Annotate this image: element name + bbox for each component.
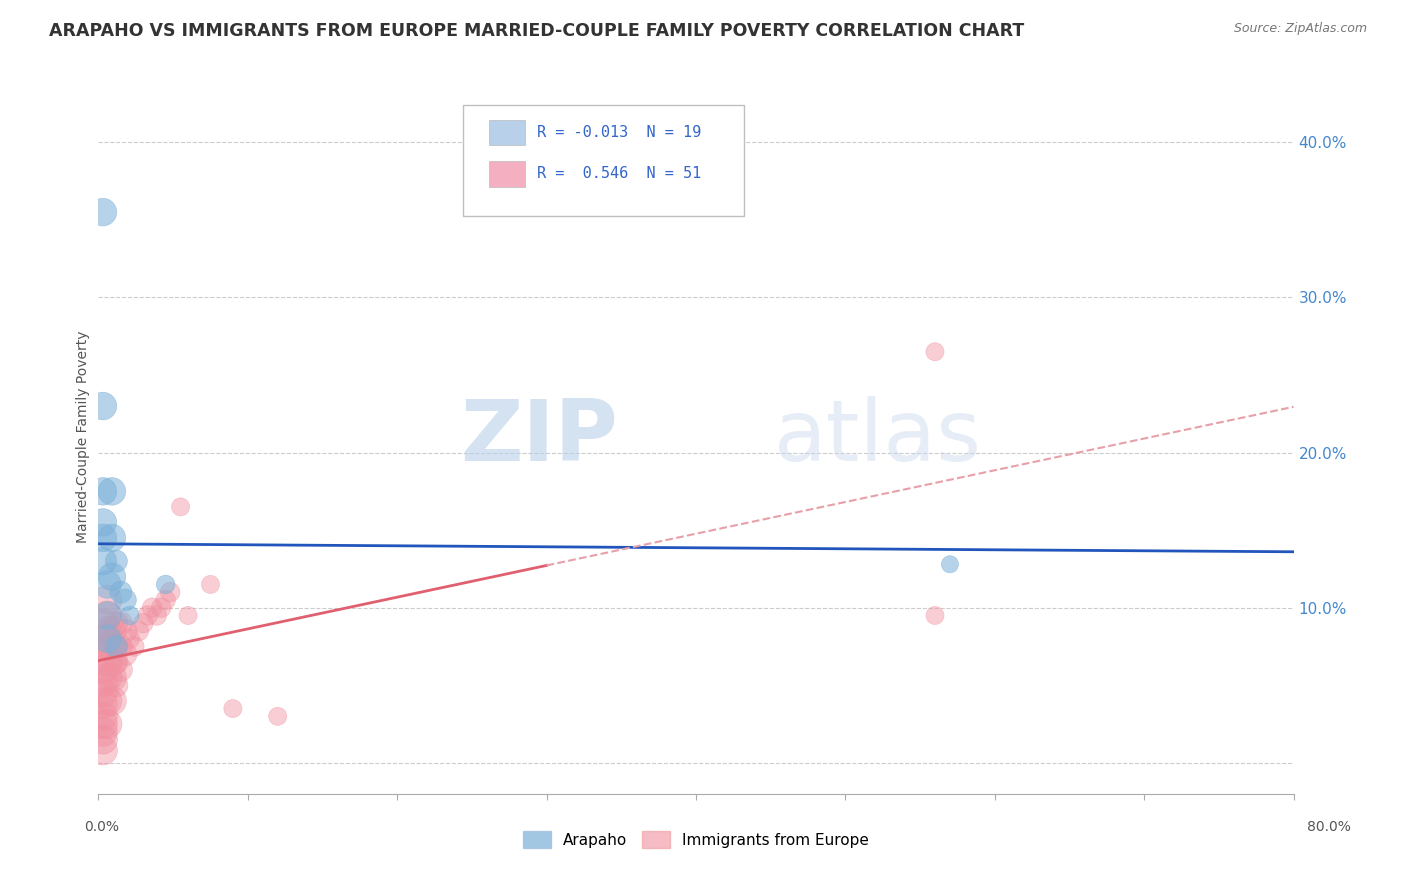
Point xyxy=(91,554,114,568)
Point xyxy=(91,632,114,646)
Point xyxy=(101,531,124,545)
Point xyxy=(110,616,132,631)
Point xyxy=(105,640,128,654)
Text: ZIP: ZIP xyxy=(461,395,619,479)
Point xyxy=(91,484,114,499)
Point xyxy=(924,608,946,623)
Point xyxy=(91,675,114,690)
Point xyxy=(114,593,136,607)
Point xyxy=(96,608,118,623)
Point xyxy=(105,655,128,669)
Point xyxy=(91,516,114,530)
Point xyxy=(118,608,141,623)
Point xyxy=(132,616,155,631)
Point xyxy=(222,701,245,715)
Point xyxy=(101,655,124,669)
Point xyxy=(150,600,173,615)
Point xyxy=(91,663,114,677)
Text: R = -0.013  N = 19: R = -0.013 N = 19 xyxy=(537,125,702,140)
Point xyxy=(110,640,132,654)
Point xyxy=(91,399,114,413)
Point xyxy=(145,608,167,623)
Point xyxy=(96,608,118,623)
Point xyxy=(91,709,114,723)
Point xyxy=(96,624,118,638)
Point xyxy=(91,732,114,747)
Point xyxy=(114,624,136,638)
Point xyxy=(267,709,290,723)
Point xyxy=(96,632,118,646)
Point xyxy=(200,577,222,591)
Text: 80.0%: 80.0% xyxy=(1306,821,1351,834)
Point xyxy=(96,577,118,591)
Point xyxy=(105,678,128,692)
Point xyxy=(939,558,962,572)
Point xyxy=(114,647,136,661)
Point xyxy=(96,655,118,669)
Text: Source: ZipAtlas.com: Source: ZipAtlas.com xyxy=(1233,22,1367,36)
Point xyxy=(96,640,118,654)
Point xyxy=(91,644,114,658)
FancyBboxPatch shape xyxy=(463,105,744,216)
Text: ARAPAHO VS IMMIGRANTS FROM EUROPE MARRIED-COUPLE FAMILY POVERTY CORRELATION CHAR: ARAPAHO VS IMMIGRANTS FROM EUROPE MARRIE… xyxy=(49,22,1025,40)
Text: atlas: atlas xyxy=(773,395,981,479)
Point xyxy=(91,686,114,700)
Point xyxy=(91,531,114,545)
Point xyxy=(128,624,150,638)
Point xyxy=(155,577,177,591)
FancyBboxPatch shape xyxy=(489,120,524,145)
Point xyxy=(159,585,181,599)
Point xyxy=(924,344,946,359)
Point xyxy=(91,616,114,631)
Text: R =  0.546  N = 51: R = 0.546 N = 51 xyxy=(537,166,702,181)
Point xyxy=(101,624,124,638)
Point xyxy=(105,640,128,654)
Point xyxy=(96,694,118,708)
Point xyxy=(91,717,114,731)
Point xyxy=(101,570,124,584)
Point xyxy=(91,205,114,219)
Point xyxy=(91,743,114,757)
Point xyxy=(155,593,177,607)
Point xyxy=(169,500,191,514)
Point xyxy=(110,585,132,599)
Text: 0.0%: 0.0% xyxy=(84,821,118,834)
Point xyxy=(101,694,124,708)
Point xyxy=(124,640,146,654)
Point xyxy=(96,671,118,685)
Point xyxy=(177,608,200,623)
Point xyxy=(96,593,118,607)
Point xyxy=(118,632,141,646)
Legend: Arapaho, Immigrants from Europe: Arapaho, Immigrants from Europe xyxy=(517,825,875,854)
Point xyxy=(91,724,114,739)
Point xyxy=(101,640,124,654)
Point xyxy=(105,616,128,631)
Point xyxy=(136,608,159,623)
Point xyxy=(91,697,114,711)
Point xyxy=(101,484,124,499)
Point xyxy=(141,600,163,615)
Point xyxy=(110,663,132,677)
Y-axis label: Married-Couple Family Poverty: Married-Couple Family Poverty xyxy=(76,331,90,543)
Point xyxy=(105,554,128,568)
Point xyxy=(101,671,124,685)
Point xyxy=(96,717,118,731)
FancyBboxPatch shape xyxy=(489,161,524,186)
